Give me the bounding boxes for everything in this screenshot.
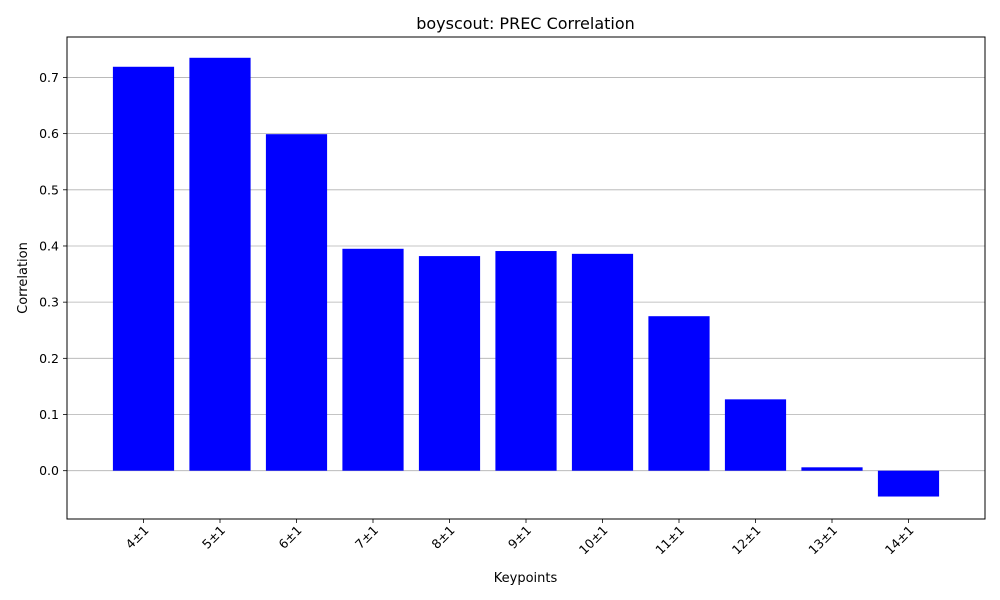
y-tick-label: 0.1	[39, 407, 59, 422]
y-tick-label: 0.5	[39, 182, 59, 197]
y-tick-label: 0.3	[39, 295, 59, 310]
bar	[648, 316, 710, 471]
bar	[877, 470, 940, 497]
x-axis-label: Keypoints	[494, 571, 558, 586]
x-tick-label: 6±1	[275, 523, 304, 552]
y-tick-label: 0.7	[39, 70, 59, 85]
y-tick-label: 0.0	[39, 463, 59, 478]
x-tick-label: 12±1	[729, 523, 764, 558]
x-tick-label: 13±1	[805, 523, 840, 558]
x-tick-label: 9±1	[505, 523, 534, 552]
x-tick-label: 8±1	[428, 523, 457, 552]
x-tick-label: 14±1	[882, 523, 917, 558]
bar	[189, 57, 251, 471]
bar	[112, 66, 175, 471]
bar	[724, 399, 787, 471]
x-tick-label: 11±1	[652, 523, 687, 558]
bar	[265, 134, 328, 471]
x-tick-label: 10±1	[576, 523, 611, 558]
y-tick-label: 0.2	[39, 351, 59, 366]
y-tick-label: 0.6	[39, 126, 59, 141]
bar	[418, 256, 481, 471]
bars	[112, 57, 940, 497]
bar	[495, 251, 557, 471]
bar	[342, 248, 404, 471]
chart-title: boyscout: PREC Correlation	[416, 14, 635, 33]
y-axis-label: Correlation	[16, 242, 31, 314]
y-tick-label: 0.4	[39, 238, 59, 253]
x-tick-label: 5±1	[199, 523, 228, 552]
bar	[801, 467, 863, 471]
y-axis-ticks: 0.0 0.1 0.2 0.3 0.4 0.5 0.6 0.7	[39, 70, 67, 478]
x-axis-ticks: 4±1 5±1 6±1 7±1 8±1 9±1 10±1 11±1 12±1 13±1 14±1	[122, 519, 917, 558]
x-tick-label: 4±1	[122, 523, 151, 552]
bar	[571, 253, 634, 471]
x-tick-label: 7±1	[352, 523, 381, 552]
